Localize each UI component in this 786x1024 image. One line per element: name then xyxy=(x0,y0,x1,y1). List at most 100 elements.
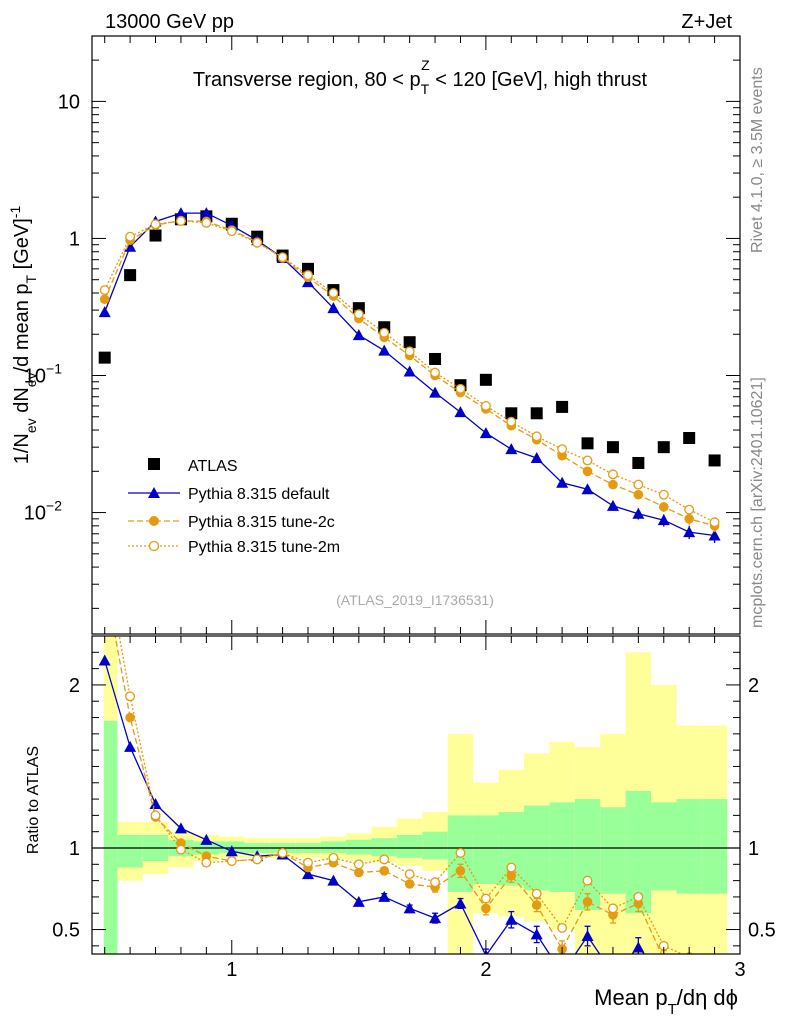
ratio-axes: 0.5 0.5 1 1 2 2 1 2 3 xyxy=(52,635,776,981)
pythia-8-315-default-point xyxy=(403,365,416,377)
ratio-pythia-8-315-default-point xyxy=(225,845,238,857)
atlas-point xyxy=(479,373,492,386)
main-ytick-label: 1 xyxy=(69,228,80,250)
main-ylabel-a: 1/N xyxy=(11,433,33,464)
atlas-point xyxy=(683,431,696,444)
atlas-point xyxy=(505,407,518,420)
ratio-pythia-8-315-default-point xyxy=(632,941,645,953)
ratio-band-inner xyxy=(574,799,601,910)
pythia-8-315-default-point xyxy=(479,427,492,439)
ratio-xlabel-b: /dη dϕ xyxy=(677,985,738,1010)
ratio-pythia-8-315-tune-2m-point xyxy=(506,862,517,873)
ratio-ylabel: Ratio to ATLAS xyxy=(25,746,42,854)
pythia-8-315-tune-2m-point xyxy=(379,327,390,338)
pythia-8-315-tune-2m-point xyxy=(353,309,364,320)
ratio-pythia-8-315-default-point xyxy=(505,913,518,925)
pythia-8-315-default-point xyxy=(581,483,594,495)
pythia-8-315-tune-2m-point xyxy=(557,444,568,455)
pythia-8-315-tune-2m-point xyxy=(709,517,720,528)
ratio-ytick-label: 2 xyxy=(69,675,80,697)
main-ytick-label: 10 xyxy=(58,91,80,113)
pythia-8-315-tune-2m-point xyxy=(455,383,466,394)
ratio-pythia-8-315-tune-2m-point xyxy=(531,888,542,899)
atlas-point xyxy=(556,400,569,413)
ratio-pythia-8-315-default-point xyxy=(149,797,162,809)
pythia-8-315-tune-2m-point xyxy=(506,416,517,427)
ratio-pythia-8-315-tune-2m-point xyxy=(100,550,109,559)
ratio-xtick-label: 1 xyxy=(226,959,237,981)
atlas-point xyxy=(403,336,416,349)
main-ylabel-d: [GeV] xyxy=(11,218,33,275)
ratio-pythia-8-315-default-point xyxy=(124,740,137,752)
ratio-pythia-8-315-default-point xyxy=(556,968,568,979)
ratio-pythia-8-315-default-point xyxy=(530,928,543,940)
ratio-band-inner xyxy=(117,834,143,868)
ratio-band-inner xyxy=(320,841,347,853)
ratio-series-group xyxy=(98,550,721,983)
pythia-8-315-default-point xyxy=(174,207,187,219)
ratio-band-inner xyxy=(651,802,677,891)
ratio-pythia-8-315-tune-2m-point xyxy=(379,854,390,865)
ratio-pythia-8-315-default-point xyxy=(658,969,670,980)
pythia-8-315-tune-2c-point xyxy=(99,294,110,305)
chart-title-sub: T xyxy=(421,81,430,97)
rivet-version-label: Rivet 4.1.0, ≥ 3.5M events xyxy=(749,67,766,253)
pythia-8-315-default-point xyxy=(454,406,467,418)
mcplots-label: mcplots.cern.ch [arXiv:2401.10621] xyxy=(749,377,766,628)
ratio-pythia-8-315-tune-2c-point xyxy=(354,867,364,878)
ratio-pythia-8-315-default-point xyxy=(200,833,213,845)
ratio-pythia-8-315-tune-2m-point xyxy=(607,903,618,914)
legend: ATLAS Pythia 8.315 default Pythia 8.315 … xyxy=(128,458,340,556)
main-ytick-label-exponent: −1 xyxy=(46,361,62,377)
ratio-pythia-8-315-tune-2m-point xyxy=(480,893,491,904)
ratio-pythia-8-315-tune-2m-point xyxy=(557,922,568,933)
pythia-8-315-default-point xyxy=(124,240,137,252)
ratio-pythia-8-315-tune-2m-point xyxy=(201,857,212,868)
ratio-pythia-8-315-tune-2m-point xyxy=(125,691,136,702)
ratio-pythia-8-315-tune-2m-point xyxy=(404,869,415,880)
ratio-xtick-label: 3 xyxy=(734,959,745,981)
ratio-pythia-8-315-default-point xyxy=(352,895,365,907)
pythia-8-315-tune-2m-point xyxy=(633,479,644,490)
chart-title-part-b: < 120 [GeV], high thrust xyxy=(430,69,648,91)
ratio-band-gap xyxy=(92,636,104,954)
ratio-xlabel-sub: T xyxy=(668,1001,677,1018)
ratio-pythia-8-315-tune-2m-point xyxy=(150,810,161,821)
main-ytick-label: 10−1 xyxy=(24,361,62,388)
pythia-8-315-default-point xyxy=(530,452,543,464)
main-ylabel-c: /d mean p xyxy=(11,283,33,372)
atlas-point xyxy=(124,269,137,282)
analysis-watermark: (ATLAS_2019_I1736531) xyxy=(336,592,494,608)
ratio-band-inner xyxy=(600,807,626,894)
ratio-pythia-8-315-tune-2m-point xyxy=(353,859,364,870)
ratio-pythia-8-315-tune-2c-point xyxy=(582,897,593,907)
ratio-pythia-8-315-tune-2c-point xyxy=(710,961,720,971)
chart-title-part-a: Transverse region, 80 < p xyxy=(193,69,421,91)
ratio-pythia-8-315-tune-2m-point xyxy=(582,875,593,886)
pythia-8-315-tune-2m-point xyxy=(430,367,441,378)
main-ylabel-s3: T xyxy=(23,274,39,283)
ratio-bands xyxy=(92,636,740,954)
ratio-band-inner xyxy=(676,799,702,894)
main-ylabel-s4: -1 xyxy=(7,206,23,219)
pythia-8-315-tune-2m-point xyxy=(328,288,339,298)
ratio-pythia-8-315-tune-2c-point xyxy=(455,866,466,876)
pythia-8-315-default-point xyxy=(505,443,518,455)
pythia-8-315-default-point xyxy=(378,344,391,356)
ratio-pythia-8-315-tune-2m-point xyxy=(303,857,313,868)
pythia-8-315-default-point xyxy=(98,306,111,318)
pythia-8-315-tune-2c-point xyxy=(658,502,669,512)
pythia-8-315-tune-2m-point xyxy=(582,455,593,466)
ratio-band-inner xyxy=(422,831,448,860)
ratio-pythia-8-315-default-point xyxy=(327,874,340,886)
ratio-pythia-8-315-default-point xyxy=(709,972,721,983)
pythia-8-315-default-point xyxy=(429,386,442,398)
legend-label-tune2c: Pythia 8.315 tune-2c xyxy=(188,514,335,531)
pythia-8-315-tune-2c-point xyxy=(684,514,694,524)
pythia-8-315-tune-2m-point xyxy=(226,226,237,237)
atlas-point xyxy=(581,437,594,450)
ratio-pythia-8-315-tune-2m-point xyxy=(252,854,263,865)
pythia-8-315-tune-2m-point xyxy=(201,217,212,228)
ratio-ytick-label-right: 1 xyxy=(748,838,759,860)
